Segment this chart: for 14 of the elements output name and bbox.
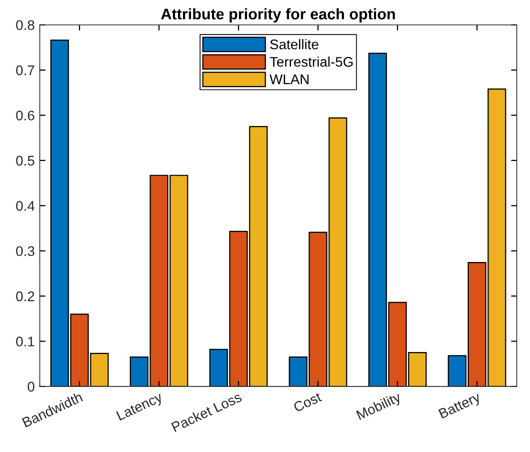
y-tick-label: 0.4 bbox=[16, 200, 34, 211]
y-tick-label: 0.6 bbox=[16, 110, 34, 120]
y-tick-label: 0.8 bbox=[16, 20, 34, 30]
y-tick-label: 0.1 bbox=[16, 336, 34, 346]
y-tick-label: 0.7 bbox=[16, 65, 34, 76]
legend-label: Terrestrial-5G bbox=[270, 56, 353, 67]
x-tick-label: Cost bbox=[292, 392, 322, 412]
legend-label: Satellite bbox=[270, 39, 318, 50]
legend-label: WLAN bbox=[270, 74, 309, 84]
y-tick-label: 0.5 bbox=[16, 156, 34, 166]
y-tick-label: 0.3 bbox=[16, 246, 34, 256]
y-tick-label: 0.2 bbox=[16, 291, 34, 302]
chart-title: Attribute priority for each option bbox=[161, 8, 395, 22]
y-tick-label: 0 bbox=[28, 382, 34, 392]
